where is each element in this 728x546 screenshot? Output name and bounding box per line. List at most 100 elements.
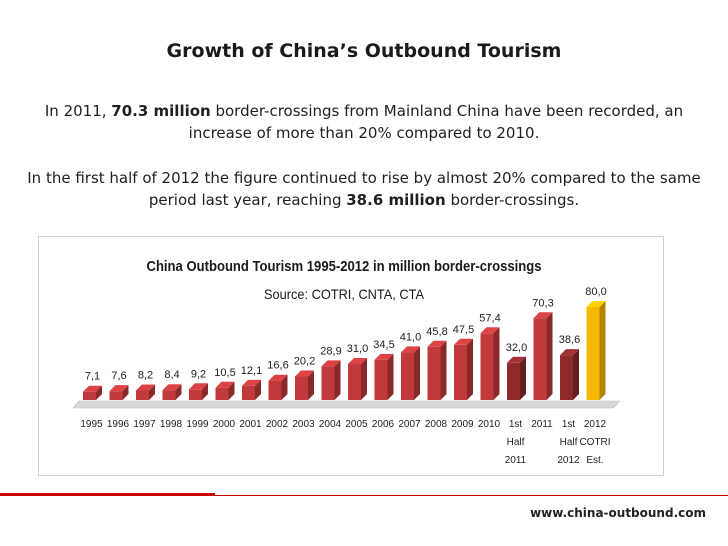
category-label: 2012 xyxy=(584,419,607,430)
bar-front xyxy=(454,344,467,400)
bar-side xyxy=(440,340,447,400)
bar-chart: China Outbound Tourism 1995-2012 in mill… xyxy=(72,258,621,466)
value-label: 34,5 xyxy=(373,339,394,351)
bar-14 xyxy=(454,338,473,400)
bar-front xyxy=(242,385,255,400)
bar-front xyxy=(162,390,176,400)
category-label: 2004 xyxy=(319,419,342,430)
bar-front xyxy=(109,391,123,400)
footer-accent-bar xyxy=(0,493,215,496)
category-label: 2007 xyxy=(398,419,421,430)
category-label: 1st xyxy=(509,419,523,430)
value-label: 12,1 xyxy=(241,365,262,377)
bar-front xyxy=(83,391,96,400)
value-label: 38,6 xyxy=(559,334,580,346)
bar-12 xyxy=(401,346,420,400)
footer-divider xyxy=(0,495,728,496)
category-label: 2010 xyxy=(478,419,501,430)
bar-15 xyxy=(480,327,500,400)
bar-top xyxy=(401,346,420,353)
value-label: 41,0 xyxy=(400,331,421,343)
value-label: 28,9 xyxy=(320,345,341,357)
bar-top xyxy=(83,385,102,392)
category-label: 2001 xyxy=(239,419,262,430)
bar-front xyxy=(189,389,202,400)
bar-side xyxy=(175,384,182,400)
chart-frame: China Outbound Tourism 1995-2012 in mill… xyxy=(38,236,664,476)
bar-top xyxy=(374,353,394,360)
category-label: 2006 xyxy=(372,419,395,430)
bar-side xyxy=(573,349,579,400)
bar-side xyxy=(202,383,208,400)
bar-top xyxy=(162,384,182,391)
half-year-text-a: In the first half of 2012 the figure con… xyxy=(27,169,701,209)
bar-side xyxy=(387,353,394,400)
bar-front xyxy=(374,359,388,400)
category-label: 1997 xyxy=(133,419,156,430)
bar-front xyxy=(321,366,335,400)
value-label: 70,3 xyxy=(532,297,553,309)
bar-front xyxy=(507,362,520,400)
half-year-highlight: 38.6 million xyxy=(346,191,446,209)
bar-2 xyxy=(136,384,155,400)
bar-4 xyxy=(189,383,208,400)
bar-side xyxy=(255,379,261,400)
category-label: 2011 xyxy=(505,455,527,466)
category-label: 2011 xyxy=(531,419,553,430)
bar-top xyxy=(454,338,473,345)
category-label: 1995 xyxy=(80,419,103,430)
bar-side xyxy=(493,327,500,400)
value-label: 8,4 xyxy=(164,369,179,381)
bar-side xyxy=(361,357,367,400)
value-label: 57,4 xyxy=(479,312,500,324)
bar-top xyxy=(268,374,288,381)
bar-front xyxy=(586,307,600,400)
category-label: 2002 xyxy=(266,419,289,430)
bar-front xyxy=(560,355,573,400)
half-year-paragraph: In the first half of 2012 the figure con… xyxy=(18,167,710,211)
bar-front xyxy=(295,376,308,400)
bar-top xyxy=(586,301,606,307)
bar-top xyxy=(321,360,341,367)
category-label: 2005 xyxy=(345,419,368,430)
bar-5 xyxy=(215,381,235,400)
bar-3 xyxy=(162,384,182,400)
footer-url: www.china-outbound.com xyxy=(530,506,706,520)
bar-front xyxy=(136,390,149,400)
value-label: 80,0 xyxy=(585,286,606,298)
bar-side xyxy=(599,301,606,400)
bar-11 xyxy=(374,353,394,400)
bar-top xyxy=(295,370,314,377)
bar-front xyxy=(215,387,229,400)
bar-top xyxy=(242,379,261,386)
bar-13 xyxy=(427,340,447,400)
bar-top xyxy=(533,312,553,319)
bar-front xyxy=(348,363,361,400)
value-label: 45,8 xyxy=(426,326,447,338)
bar-side xyxy=(520,356,526,400)
bar-side xyxy=(281,374,288,400)
bar-side xyxy=(308,370,314,400)
value-label: 47,5 xyxy=(453,324,474,336)
category-label: Est. xyxy=(586,455,603,466)
bar-top xyxy=(189,383,208,390)
bar-8 xyxy=(295,370,314,400)
bar-front xyxy=(268,380,282,400)
value-label: 7,1 xyxy=(85,371,100,383)
intro-paragraph: In 2011, 70.3 million border-crossings f… xyxy=(18,100,710,144)
bar-top xyxy=(480,327,500,334)
bar-front xyxy=(427,346,441,400)
bar-16 xyxy=(507,356,526,400)
bar-side xyxy=(122,385,129,400)
bar-side xyxy=(467,338,473,400)
bar-1 xyxy=(109,385,129,400)
value-label: 31,0 xyxy=(347,343,368,355)
bar-front xyxy=(401,352,414,400)
bar-side xyxy=(149,384,155,400)
bar-top xyxy=(109,385,129,392)
intro-text-b: border-crossings from Mainland China hav… xyxy=(188,102,684,142)
category-label: 2012 xyxy=(557,455,580,466)
bar-side xyxy=(414,346,420,400)
bar-18 xyxy=(560,349,579,400)
value-label: 8,2 xyxy=(138,369,153,381)
